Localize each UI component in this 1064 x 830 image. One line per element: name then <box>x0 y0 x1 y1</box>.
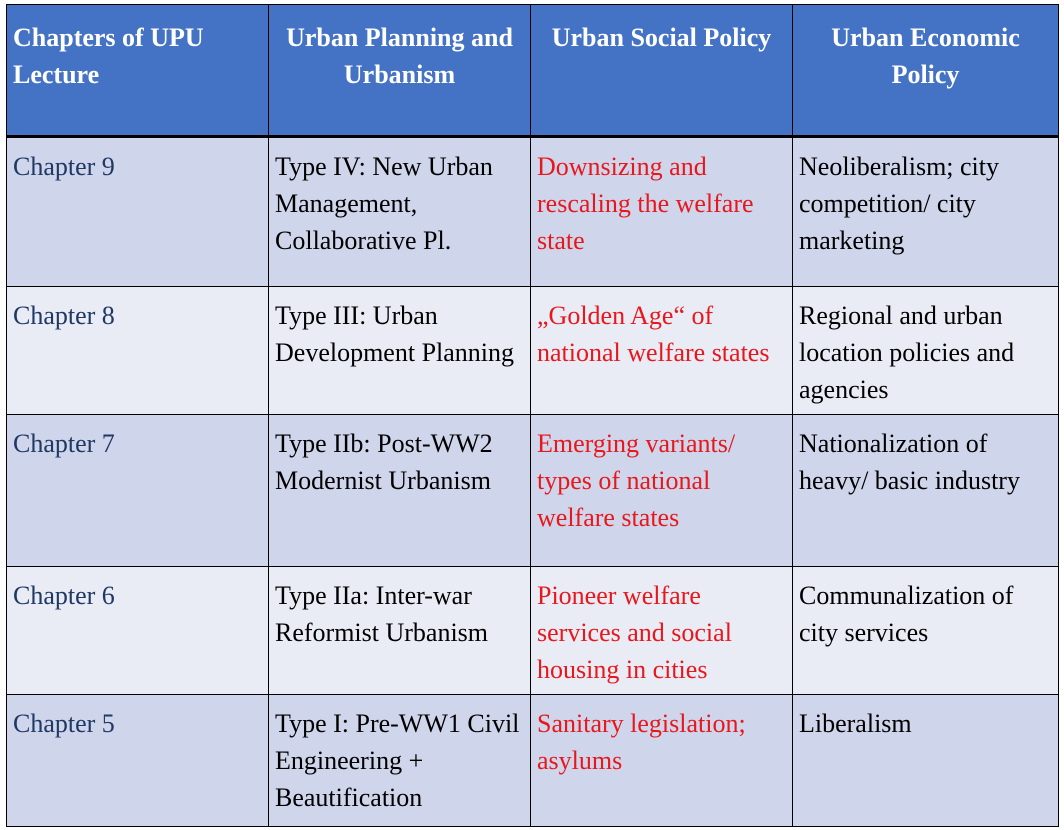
header-row: Chapters of UPU Lecture Urban Planning a… <box>6 4 1059 138</box>
planning-cell: Type I: Pre-WW1 Civil Engineering + Beau… <box>268 694 531 827</box>
chapter-cell: Chapter 6 <box>6 566 269 695</box>
table-row: Chapter 7 Type IIb: Post-WW2 Modernist U… <box>6 414 1059 567</box>
policy-comparison-table: Chapters of UPU Lecture Urban Planning a… <box>6 4 1059 827</box>
social-policy-cell: Sanitary legislation; asylums <box>530 694 793 827</box>
economic-policy-cell: Regional and urban location policies and… <box>792 286 1059 415</box>
planning-cell: Type IIb: Post-WW2 Modernist Urbanism <box>268 414 531 567</box>
table-row: Chapter 8 Type III: Urban Development Pl… <box>6 286 1059 415</box>
economic-policy-cell: Neoliberalism; city competition/ city ma… <box>792 136 1059 287</box>
social-policy-cell: „Golden Age“ of national welfare states <box>530 286 793 415</box>
table-row: Chapter 9 Type IV: New Urban Management,… <box>6 136 1059 287</box>
table-row: Chapter 5 Type I: Pre-WW1 Civil Engineer… <box>6 694 1059 827</box>
table-row: Chapter 6 Type IIa: Inter-war Reformist … <box>6 566 1059 695</box>
header-urban-planning: Urban Planning and Urbanism <box>268 4 531 138</box>
chapter-cell: Chapter 8 <box>6 286 269 415</box>
economic-policy-cell: Liberalism <box>792 694 1059 827</box>
social-policy-cell: Pioneer welfare services and social hous… <box>530 566 793 695</box>
planning-cell: Type IIa: Inter-war Reformist Urbanism <box>268 566 531 695</box>
planning-cell: Type IV: New Urban Management, Collabora… <box>268 136 531 287</box>
header-chapters: Chapters of UPU Lecture <box>6 4 269 138</box>
chapter-cell: Chapter 9 <box>6 136 269 287</box>
header-social-policy: Urban Social Policy <box>530 4 793 138</box>
header-economic-policy: Urban Economic Policy <box>792 4 1059 138</box>
economic-policy-cell: Communalization of city services <box>792 566 1059 695</box>
economic-policy-cell: Nationalization of heavy/ basic industry <box>792 414 1059 567</box>
chapter-cell: Chapter 5 <box>6 694 269 827</box>
social-policy-cell: Downsizing and rescaling the welfare sta… <box>530 136 793 287</box>
social-policy-cell: Emerging variants/ types of national wel… <box>530 414 793 567</box>
planning-cell: Type III: Urban Development Planning <box>268 286 531 415</box>
chapter-cell: Chapter 7 <box>6 414 269 567</box>
